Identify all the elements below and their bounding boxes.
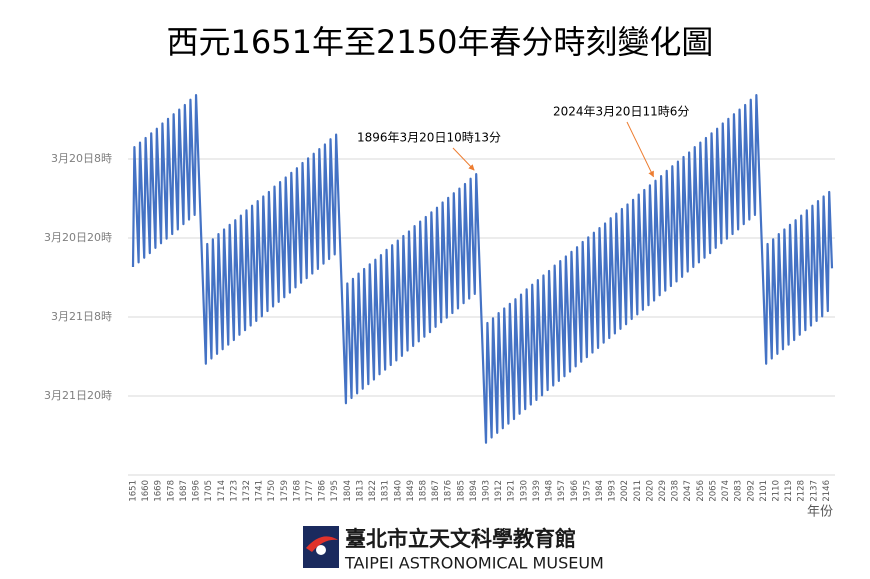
data-line xyxy=(131,94,834,444)
x-tick-label: 2092 xyxy=(746,480,756,502)
x-tick-label: 1696 xyxy=(192,480,202,502)
footer-name-zh: 臺北市立天文科學教育館 xyxy=(345,527,576,551)
x-tick-label: 1894 xyxy=(469,480,479,502)
x-tick-label: 1849 xyxy=(406,480,416,502)
x-axis-label: 年份 xyxy=(807,505,833,520)
x-tick-label: 1786 xyxy=(318,480,328,502)
x-tick-label: 1804 xyxy=(343,480,353,502)
x-tick-label: 2011 xyxy=(633,480,643,502)
x-tick-label: 1705 xyxy=(204,480,214,502)
x-tick-label: 1993 xyxy=(608,480,618,502)
x-tick-label: 1714 xyxy=(217,480,227,502)
x-tick-label: 1660 xyxy=(141,480,151,502)
x-tick-label: 2047 xyxy=(683,480,693,502)
x-tick-label: 2038 xyxy=(671,480,681,502)
annotation-text: 1896年3月20日10時13分 xyxy=(357,131,501,145)
x-tick-label: 2002 xyxy=(620,480,630,502)
x-tick-label: 1939 xyxy=(532,480,542,502)
x-tick-label: 1975 xyxy=(582,480,592,502)
x-tick-label: 2119 xyxy=(784,480,794,502)
x-tick-label: 2083 xyxy=(734,480,744,502)
x-tick-label: 2101 xyxy=(759,480,769,502)
x-tick-label: 1966 xyxy=(570,480,580,502)
x-tick-label: 1750 xyxy=(267,480,277,502)
y-tick-label: 3月21日20時 xyxy=(44,389,112,402)
y-tick-label: 3月21日8時 xyxy=(51,310,112,323)
x-tick-label: 1768 xyxy=(292,480,302,502)
x-tick-label: 2146 xyxy=(822,480,832,502)
x-tick-label: 1858 xyxy=(418,480,428,502)
logo xyxy=(303,526,339,568)
logo-dot xyxy=(316,545,326,555)
x-tick-label: 1930 xyxy=(519,480,529,502)
x-tick-label: 1741 xyxy=(255,480,265,502)
x-tick-label: 1948 xyxy=(545,480,555,502)
x-tick-label: 1777 xyxy=(305,480,315,502)
logo-swirl xyxy=(306,536,338,552)
x-tick-label: 1957 xyxy=(557,480,567,502)
x-tick-label: 1876 xyxy=(444,480,454,502)
x-tick-label: 2065 xyxy=(708,480,718,502)
annotation-arrow xyxy=(452,147,475,171)
x-tick-label: 1885 xyxy=(456,480,466,502)
x-tick-label: 2020 xyxy=(645,480,655,502)
x-tick-label: 1732 xyxy=(242,480,252,502)
x-tick-label: 1723 xyxy=(229,480,239,502)
x-tick-label: 2056 xyxy=(696,480,706,502)
x-tick-label: 1822 xyxy=(368,480,378,502)
chart-title: 西元1651年至2150年春分時刻變化圖 xyxy=(167,23,714,61)
x-tick-label: 2074 xyxy=(721,480,731,502)
y-tick-label: 3月20日8時 xyxy=(51,152,112,165)
annotation-text: 2024年3月20日11時6分 xyxy=(553,105,689,119)
x-tick-label: 1651 xyxy=(129,480,139,502)
x-tick-label: 1759 xyxy=(280,480,290,502)
x-tick-label: 1795 xyxy=(330,480,340,502)
x-tick-label: 1984 xyxy=(595,480,605,502)
x-tick-label: 1903 xyxy=(482,480,492,502)
x-tick-label: 2137 xyxy=(809,480,819,502)
y-tick-label: 3月20日20時 xyxy=(44,231,112,244)
x-tick-label: 1921 xyxy=(507,480,517,502)
x-tick-label: 2110 xyxy=(771,480,781,502)
footer-name-en: TAIPEI ASTRONOMICAL MUSEUM xyxy=(344,554,604,573)
x-tick-label: 1840 xyxy=(393,480,403,502)
x-tick-label: 1678 xyxy=(166,480,176,502)
x-tick-label: 1669 xyxy=(154,480,164,502)
x-tick-label: 1867 xyxy=(431,480,441,502)
x-tick-label: 2128 xyxy=(797,480,807,502)
annotation-arrow xyxy=(626,121,654,178)
x-tick-label: 2029 xyxy=(658,480,668,502)
x-tick-label: 1687 xyxy=(179,480,189,502)
x-tick-label: 1912 xyxy=(494,480,504,502)
x-tick-label: 1831 xyxy=(381,480,391,502)
x-tick-label: 1813 xyxy=(355,480,365,502)
